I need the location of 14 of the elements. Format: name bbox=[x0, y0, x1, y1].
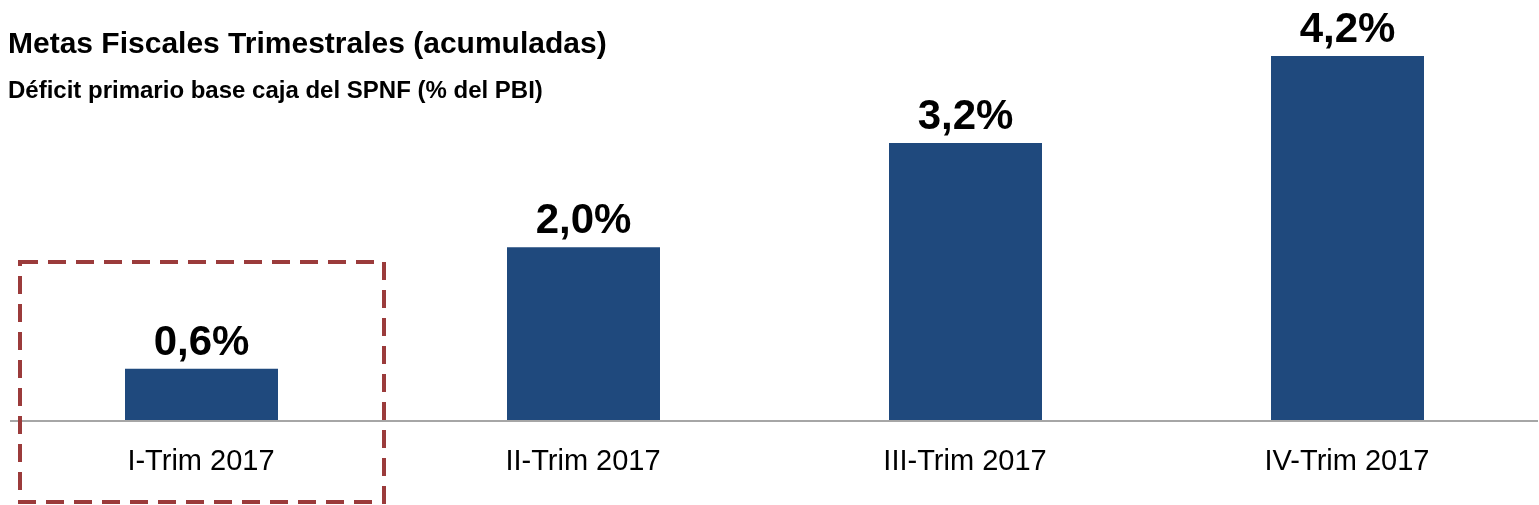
text: Déficit primario base caja del SPNF (% del PBI) bbox=[8, 76, 543, 104]
x-tick-label: II-Trim 2017 bbox=[505, 443, 661, 476]
chart-title: Metas Fiscales Trimestrales (acumuladas) bbox=[8, 26, 607, 60]
data-label: 2,0% bbox=[535, 195, 632, 243]
bar bbox=[889, 142, 1042, 421]
bar bbox=[507, 247, 660, 421]
bar bbox=[125, 368, 278, 421]
x-tick-label: I-Trim 2017 bbox=[127, 443, 275, 476]
data-label: 4,2% bbox=[1299, 4, 1396, 51]
bar bbox=[1271, 56, 1424, 421]
x-tick-label: III-Trim 2017 bbox=[883, 443, 1047, 476]
x-tick-label: IV-Trim 2017 bbox=[1264, 443, 1430, 476]
data-label: 0,6% bbox=[153, 316, 250, 364]
data-label: 3,2% bbox=[917, 90, 1014, 138]
